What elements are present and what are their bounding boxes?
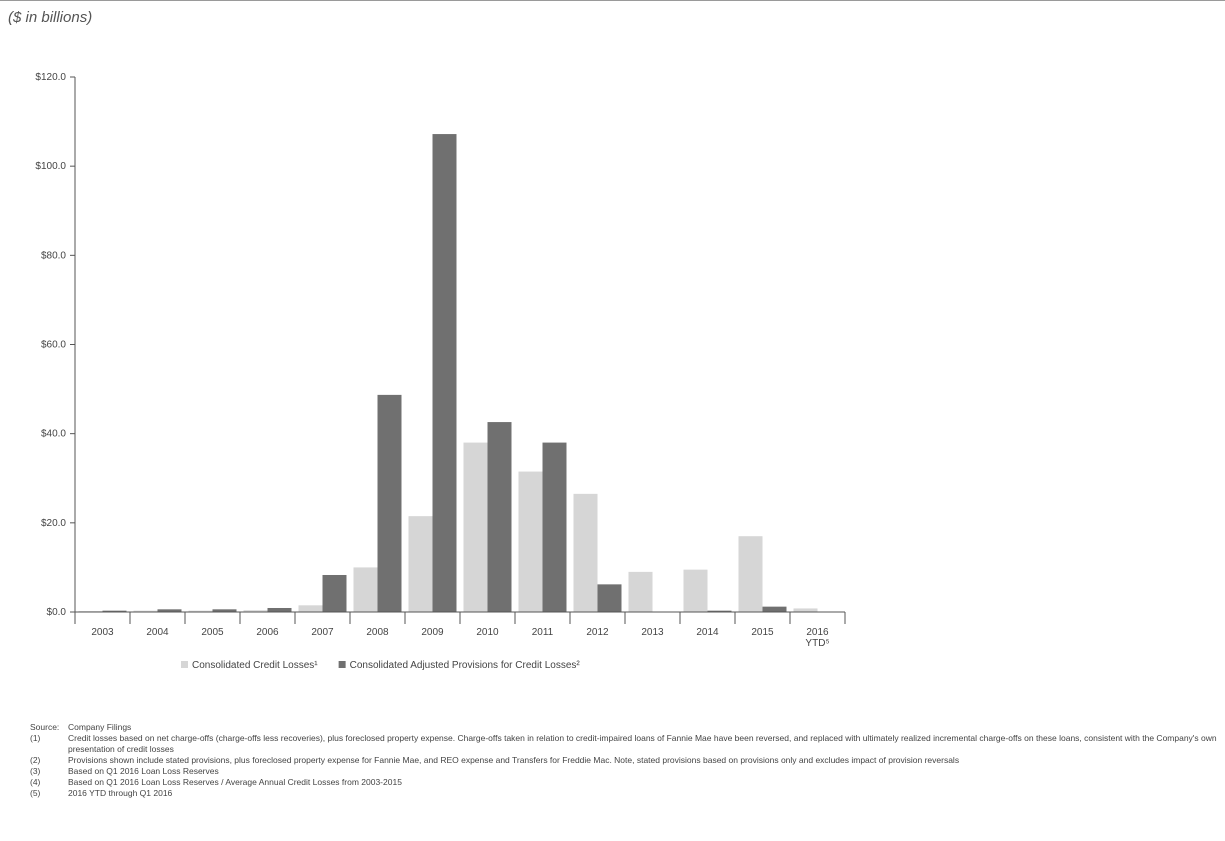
x-tick-label: 2003: [91, 627, 114, 638]
bar-adjusted-provisions: [432, 134, 457, 613]
footnote-id: (2): [30, 755, 41, 765]
x-tick-label: 2011: [532, 627, 554, 638]
x-tick-label: 2007: [311, 627, 334, 638]
footnote-row: (3) Based on Q1 2016 Loan Loss Reserves: [30, 766, 1218, 777]
bar-credit-losses: [408, 516, 433, 612]
y-tick-label: $20.0: [41, 518, 66, 529]
footnote-row: (5) 2016 YTD through Q1 2016: [30, 788, 1218, 799]
footnote-text: Credit losses based on net charge-offs (…: [68, 733, 1217, 754]
bar-adjusted-provisions: [102, 610, 127, 612]
footnote-id: (1): [30, 733, 41, 743]
bar-adjusted-provisions: [212, 609, 237, 612]
legend-label: Consolidated Credit Losses¹: [192, 660, 318, 671]
x-tick-label: 2016 YTD⁵: [805, 627, 829, 649]
x-tick-label: 2005: [201, 627, 224, 638]
units-label: ($ in billions): [8, 9, 93, 26]
bar-credit-losses: [243, 610, 268, 612]
footnote-text: Based on Q1 2016 Loan Loss Reserves: [68, 766, 219, 776]
bar-adjusted-provisions: [377, 394, 402, 612]
bar-credit-losses: [738, 536, 763, 612]
y-tick-label: $80.0: [41, 250, 66, 261]
bar-adjusted-provisions: [762, 606, 787, 612]
bar-adjusted-provisions: [542, 442, 567, 612]
footnote-id: (5): [30, 788, 41, 798]
bar-adjusted-provisions: [487, 422, 512, 612]
x-tick-label: 2010: [476, 627, 499, 638]
footnote-id: (3): [30, 766, 41, 776]
bar-adjusted-provisions: [267, 607, 292, 612]
bar-credit-losses: [188, 610, 213, 612]
footnotes: Source: Company Filings (1) Credit losse…: [30, 722, 1218, 799]
bar-credit-losses: [133, 610, 158, 612]
legend-swatch: [338, 661, 346, 668]
footnote-row: Source: Company Filings: [30, 722, 1218, 733]
footnote-id: (4): [30, 777, 41, 787]
x-tick-label: 2004: [146, 627, 169, 638]
footnote-row: (4) Based on Q1 2016 Loan Loss Reserves …: [30, 777, 1218, 788]
legend-swatch: [181, 661, 188, 668]
bar-adjusted-provisions: [707, 610, 732, 612]
footnote-text: Based on Q1 2016 Loan Loss Reserves / Av…: [68, 777, 402, 787]
x-tick-label: 2012: [586, 627, 609, 638]
footnote-row: (2) Provisions shown include stated prov…: [30, 755, 1218, 766]
bar-credit-losses: [683, 569, 708, 612]
bar-chart: $0.0 $20.0 $40.0 $60.0 $80.0 $100.0 $120.0 2003…: [35, 72, 846, 671]
footnote-text: Company Filings: [68, 722, 132, 732]
footnote-text: 2016 YTD through Q1 2016: [68, 788, 173, 798]
footnote-text: Provisions shown include stated provisio…: [68, 755, 960, 765]
x-tick-label: 2015: [751, 627, 774, 638]
bar-credit-losses: [793, 608, 818, 612]
bar-credit-losses: [518, 471, 543, 612]
footnote-id: Source:: [30, 722, 60, 732]
bar-credit-losses: [628, 571, 653, 612]
legend-label: Consolidated Adjusted Provisions for Cre…: [350, 660, 581, 671]
bar-credit-losses: [463, 442, 488, 612]
x-tick-label: 2013: [641, 627, 664, 638]
bar-credit-losses: [573, 493, 598, 612]
y-tick-label: $120.0: [35, 72, 66, 83]
footnote-row: (1) Credit losses based on net charge-of…: [30, 733, 1218, 755]
x-tick-label: 2008: [366, 627, 389, 638]
bar-adjusted-provisions: [597, 584, 622, 612]
bar-credit-losses: [353, 567, 378, 612]
y-tick-label: $0.0: [47, 607, 67, 618]
bar-adjusted-provisions: [322, 574, 347, 612]
x-tick-label: 2014: [696, 627, 719, 638]
x-tick-label: 2009: [421, 627, 444, 638]
y-tick-label: $40.0: [41, 429, 66, 440]
y-tick-label: $60.0: [41, 340, 66, 351]
x-tick-label: 2006: [256, 627, 279, 638]
bar-credit-losses: [298, 605, 323, 612]
bar-adjusted-provisions: [157, 609, 182, 612]
top-rule: [0, 0, 1225, 1]
y-tick-label: $100.0: [35, 161, 66, 172]
